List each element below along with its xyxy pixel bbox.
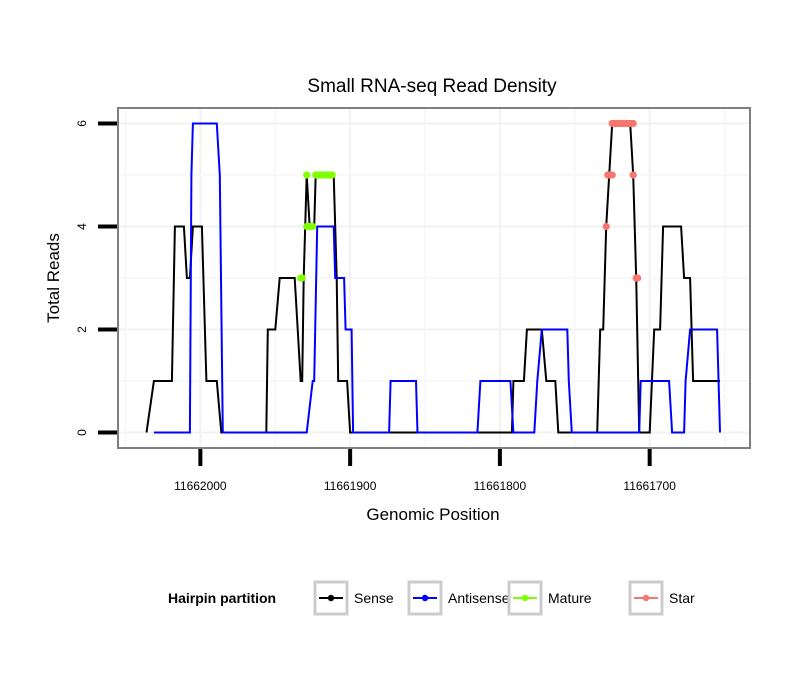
plot-panel	[117, 107, 751, 449]
data-point-mature	[298, 274, 306, 282]
legend-point-mature	[521, 594, 529, 602]
chart-title: Small RNA-seq Read Density	[307, 76, 557, 97]
x-tick-label: 11661700	[623, 479, 676, 493]
y-tick-label: 6	[75, 120, 89, 127]
legend-item-sense[interactable]: Sense	[313, 580, 394, 616]
legend-point-sense	[327, 594, 335, 602]
data-point-mature	[303, 171, 311, 179]
x-tick-label: 11662000	[174, 479, 227, 493]
series-layer	[145, 119, 721, 434]
data-point-star	[629, 171, 637, 179]
x-axis-title: Genomic Position	[366, 505, 499, 524]
legend-item-antisense[interactable]: Antisense	[407, 580, 510, 616]
data-point-mature	[328, 171, 336, 179]
data-point-star	[608, 171, 616, 179]
data-point-star	[634, 274, 642, 282]
legend-label-star: Star	[669, 590, 695, 606]
legend-item-mature[interactable]: Mature	[507, 580, 592, 616]
panel-border	[117, 107, 751, 449]
y-tick-label: 4	[75, 223, 89, 230]
data-point-star	[629, 119, 637, 128]
y-axis-title: Total Reads	[44, 233, 63, 323]
legend-item-star[interactable]: Star	[628, 580, 695, 616]
data-point-star	[602, 222, 610, 231]
series-line-sense	[145, 122, 720, 434]
legend-label-antisense: Antisense	[448, 590, 510, 606]
y-axis: 0 2 4 6	[75, 120, 117, 436]
legend-point-star	[642, 594, 650, 602]
legend-label-mature: Mature	[548, 590, 592, 606]
x-axis: 11662000 11661900 11661800 11661700	[174, 449, 676, 493]
x-tick-label: 11661900	[324, 479, 377, 493]
legend-point-antisense	[421, 594, 429, 602]
y-tick-label: 2	[75, 326, 89, 333]
legend: Hairpin partition Sense Antisense Mature…	[168, 580, 695, 616]
x-tick-label: 11661800	[474, 479, 527, 493]
series-line-antisense	[153, 122, 721, 434]
y-tick-label: 0	[75, 429, 89, 436]
data-point-mature	[309, 222, 317, 231]
legend-title: Hairpin partition	[168, 590, 276, 606]
legend-label-sense: Sense	[354, 590, 394, 606]
